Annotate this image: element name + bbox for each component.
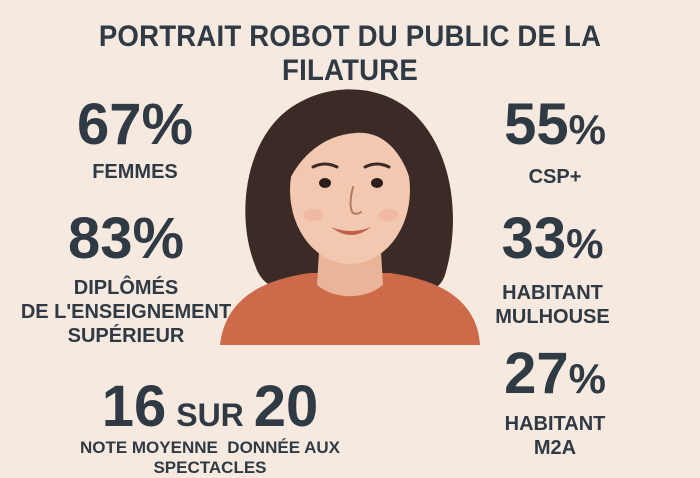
stat-unit: % xyxy=(132,206,185,271)
stat-csp: 55% CSP+ xyxy=(480,96,630,189)
stat-diplomes: 83% DIPLÔMÉS DE L'ENSEIGNEMENT SUPÉRIEUR xyxy=(20,210,232,348)
stat-femmes: 67% FEMMES xyxy=(60,96,210,184)
stat-label-line2: M2A xyxy=(533,437,577,459)
stat-m2a: 27% HABITANT M2A xyxy=(480,345,630,460)
stat-value: 67 xyxy=(76,92,142,157)
shirt xyxy=(220,273,480,345)
stat-value: 83 xyxy=(67,206,133,271)
stat-label-line1: HABITANT xyxy=(504,413,606,435)
stat-mulhouse: 33% HABITANT MULHOUSE xyxy=(470,210,635,329)
left-eye xyxy=(319,178,331,188)
stat-unit: % xyxy=(568,355,606,402)
stat-value: 55 xyxy=(504,92,569,157)
stat-label-line2: MULHOUSE xyxy=(495,306,610,328)
page-title: PORTRAIT ROBOT DU PUBLIC DE LA FILATURE xyxy=(98,20,602,87)
mouth xyxy=(331,227,371,235)
stat-value: 33 xyxy=(501,206,567,271)
stat-note-moyenne: 16 SUR 20 NOTE MOYENNE DONNÉE AUX SPECTA… xyxy=(60,378,360,478)
face xyxy=(290,116,410,264)
stat-unit: % xyxy=(568,106,606,153)
stat-label-line1: HABITANT xyxy=(502,282,603,304)
hair-front xyxy=(286,106,415,190)
stat-label-line3: SUPÉRIEUR xyxy=(67,325,185,347)
stat-value: 27 xyxy=(504,341,569,406)
note-sur: SUR xyxy=(176,397,244,433)
stat-label: FEMMES xyxy=(92,161,178,183)
stat-unit: % xyxy=(141,92,194,157)
note-max: 20 xyxy=(253,374,319,439)
note-label-line2: SPECTACLES xyxy=(153,458,267,477)
right-eye xyxy=(371,178,383,188)
woman-portrait-icon xyxy=(220,89,480,345)
stat-label-line2: DE L'ENSEIGNEMENT xyxy=(20,301,232,323)
stat-unit: % xyxy=(566,220,604,267)
stat-label-line1: DIPLÔMÉS xyxy=(73,277,179,299)
note-label-line1: NOTE MOYENNE DONNÉE AUX xyxy=(79,438,341,457)
note-score: 16 xyxy=(101,374,167,439)
stat-label: CSP+ xyxy=(528,166,582,188)
